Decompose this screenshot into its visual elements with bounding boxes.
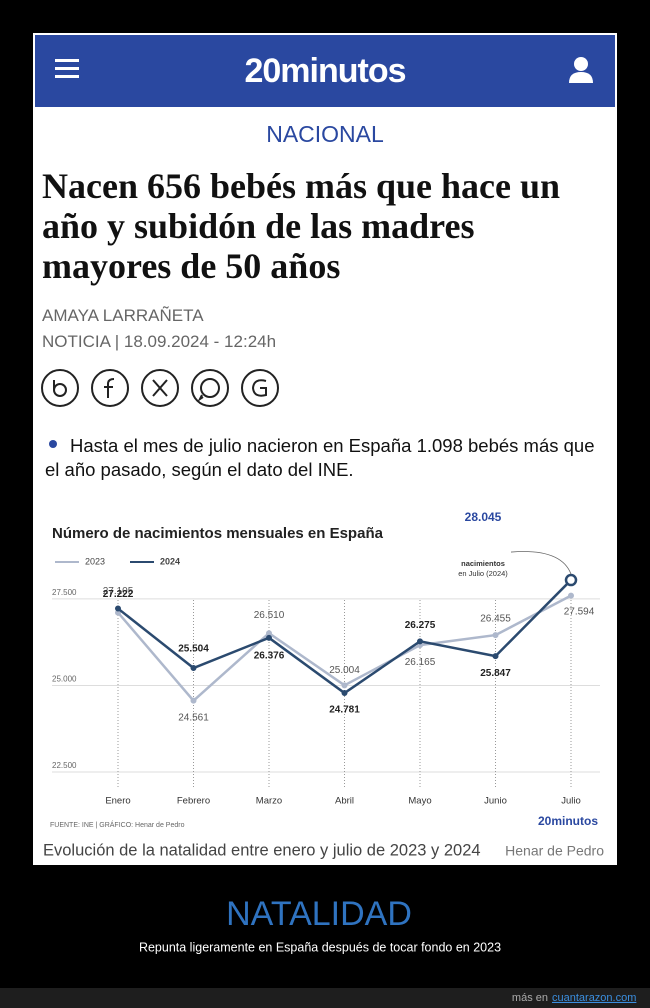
x-tick-label: Marzo: [256, 796, 282, 807]
data-point: [492, 632, 499, 639]
chart-title: Número de nacimientos mensuales en Españ…: [52, 525, 384, 542]
headline: Nacen 656 bebés más que hace un año y su…: [42, 166, 561, 286]
data-point: [341, 690, 348, 697]
brand[interactable]: 20minutos: [244, 52, 406, 90]
legend-label: 2024: [160, 556, 180, 566]
legend-label: 2023: [85, 556, 105, 566]
footer-bar: [0, 988, 650, 1008]
site-header: [35, 35, 615, 107]
x-tick-label: Abril: [335, 796, 354, 807]
chart-source: FUENTE: INE | GRÁFICO: Henar de Pedro: [50, 820, 185, 829]
value-label: 26.165: [405, 657, 436, 668]
x-tick-label: Mayo: [408, 796, 431, 807]
meta: NOTICIA | 18.09.2024 - 12:24h: [42, 332, 277, 351]
annotation: nacimientos: [461, 559, 505, 568]
data-point: [564, 573, 578, 587]
y-tick-label: 25.000: [52, 675, 77, 684]
x-tick-label: Julio: [561, 796, 581, 807]
value-label: 25.504: [178, 644, 209, 655]
annotation-leader: [510, 551, 572, 575]
value-label: 25.847: [480, 668, 511, 679]
x-tick-label: Junio: [484, 796, 507, 807]
meme-subtitle: Repunta ligeramente en España después de…: [139, 940, 501, 954]
credit: Henar de Pedro: [505, 843, 604, 859]
data-point: [115, 605, 121, 612]
data-point: [568, 592, 574, 599]
author[interactable]: AMAYA LARRAÑETA: [42, 306, 204, 325]
data-point: [190, 665, 197, 672]
value-label: 26.455: [480, 614, 511, 625]
footer-more: más en: [512, 992, 548, 1004]
value-label: 25.004: [329, 665, 360, 676]
section[interactable]: NACIONAL: [266, 121, 384, 147]
value-label: 27.222: [103, 589, 134, 600]
data-point: [190, 697, 197, 704]
value-label: 28.045: [465, 510, 502, 524]
x-tick-label: Enero: [105, 796, 130, 807]
value-label: 26.376: [254, 650, 285, 661]
value-label: 26.510: [254, 610, 285, 621]
value-label: 24.781: [329, 705, 360, 716]
caption: Evolución de la natalidad entre enero y …: [43, 841, 481, 859]
data-point: [492, 653, 499, 660]
y-tick-label: 27.500: [52, 588, 77, 597]
y-tick-label: 22.500: [52, 761, 77, 770]
menu-icon[interactable]: [55, 58, 81, 80]
data-point: [417, 638, 423, 645]
bullet-dot: [49, 440, 57, 448]
x-tick-label: Febrero: [177, 796, 210, 807]
user-icon[interactable]: [568, 56, 594, 84]
value-label: 27.105: [103, 586, 134, 597]
annotation: en Julio (2024): [458, 569, 508, 578]
share-icons: [41, 369, 279, 407]
share-other[interactable]: [241, 369, 279, 407]
share-x[interactable]: [141, 369, 179, 407]
footer-link[interactable]: cuantarazon.com: [552, 992, 636, 1004]
value-label: 24.561: [178, 712, 209, 723]
data-point: [266, 634, 272, 641]
share-facebook[interactable]: [91, 369, 129, 407]
article-card: [33, 33, 617, 865]
data-point: [341, 682, 348, 689]
share-whatsapp[interactable]: [191, 369, 229, 407]
share-bluesky[interactable]: [41, 369, 79, 407]
value-label: 27.594: [564, 606, 595, 617]
chart-logo: 20minutos: [538, 814, 598, 828]
meme-title: NATALIDAD: [226, 895, 412, 933]
bullet-text: Hasta el mes de julio nacieron en España…: [45, 435, 595, 480]
value-label: 26.275: [405, 620, 436, 631]
